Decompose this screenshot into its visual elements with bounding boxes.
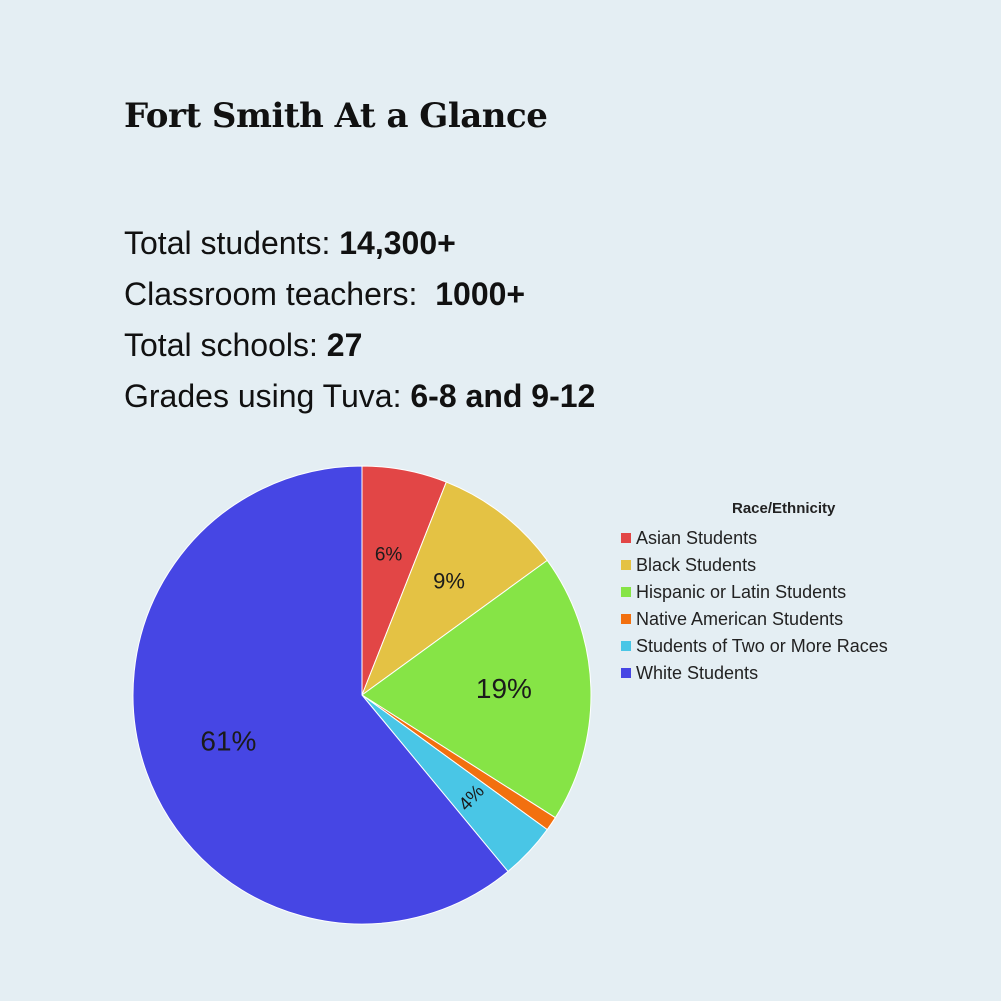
pie-slice-white-students bbox=[132, 465, 509, 925]
legend-swatch-students-of-two-or-more-races bbox=[621, 641, 631, 651]
stat-label: Total students: bbox=[124, 225, 340, 261]
stat-value: 6-8 and 9-12 bbox=[410, 378, 596, 414]
legend-title: Race/Ethnicity bbox=[732, 500, 836, 517]
legend-swatch-white-students bbox=[621, 668, 631, 678]
legend-label-hispanic-or-latin-students: Hispanic or Latin Students bbox=[636, 582, 846, 602]
stat-classroom-teachers: Classroom teachers: 1000+ bbox=[124, 269, 595, 320]
legend-label-asian-students: Asian Students bbox=[636, 528, 757, 548]
stat-total-schools: Total schools: 27 bbox=[124, 320, 595, 371]
legend-label-white-students: White Students bbox=[636, 663, 758, 683]
stat-value: 14,300+ bbox=[339, 225, 456, 261]
legend-swatch-asian-students bbox=[621, 533, 631, 543]
stat-grades-using-tuva: Grades using Tuva: 6-8 and 9-12 bbox=[124, 371, 595, 422]
stat-label: Classroom teachers: bbox=[124, 276, 436, 312]
pie-slice-black-students bbox=[360, 481, 548, 697]
chart-legend: Race/Ethnicity Asian Students Black Stude… bbox=[621, 500, 888, 683]
legend-label-students-of-two-or-more-races: Students of Two or More Races bbox=[636, 636, 888, 656]
slice-label-black-students: 9% bbox=[433, 569, 465, 594]
slice-label-hispanic-or-latin-students: 19% bbox=[476, 673, 532, 704]
legend-label-black-students: Black Students bbox=[636, 555, 756, 575]
legend-label-native-american-students: Native American Students bbox=[636, 609, 843, 629]
stats-list: Total students: 14,300+ Classroom teache… bbox=[124, 218, 595, 422]
slice-label-asian-students: 6% bbox=[375, 545, 403, 566]
legend-swatch-black-students bbox=[621, 560, 631, 570]
stat-label: Total schools: bbox=[124, 327, 327, 363]
stat-value: 27 bbox=[326, 327, 363, 363]
stat-label: Grades using Tuva: bbox=[124, 378, 411, 414]
slice-label-white-students: 61% bbox=[200, 725, 256, 756]
legend-swatch-hispanic-or-latin-students bbox=[621, 587, 631, 597]
pie-slice-hispanic-or-latin-students bbox=[361, 559, 592, 819]
page-title: Fort Smith At a Glance bbox=[124, 96, 548, 136]
stat-value: 1000+ bbox=[435, 276, 526, 312]
legend-swatch-native-american-students bbox=[621, 614, 631, 624]
stat-total-students: Total students: 14,300+ bbox=[124, 218, 595, 269]
pie-slices bbox=[132, 465, 592, 925]
